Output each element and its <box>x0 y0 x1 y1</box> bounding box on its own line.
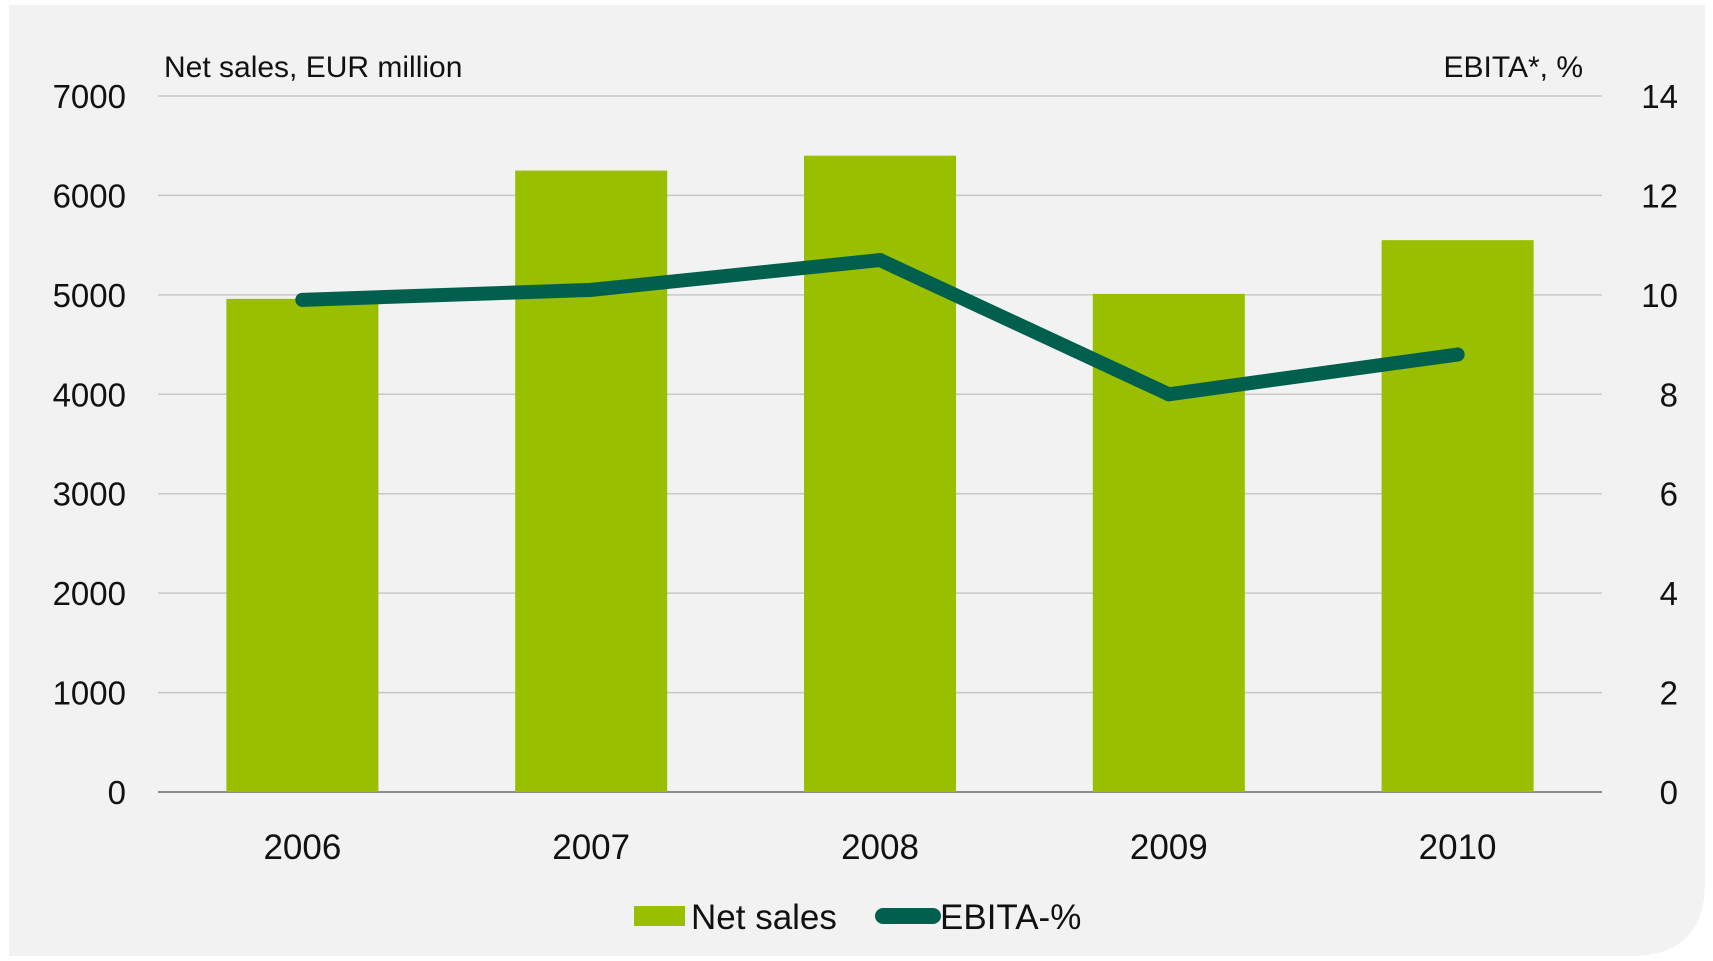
right-tick-label: 2 <box>1660 675 1678 712</box>
legend-ebita-label: EBITA-% <box>940 898 1081 937</box>
right-tick-label: 4 <box>1660 575 1678 612</box>
ebita-point-2010 <box>1450 347 1465 362</box>
ebita-point-2006 <box>295 292 310 307</box>
right-tick-label: 0 <box>1660 774 1678 811</box>
right-tick-label: 8 <box>1660 376 1678 413</box>
left-axis-title: Net sales, EUR million <box>164 51 462 84</box>
right-tick-label: 14 <box>1641 78 1678 115</box>
left-tick-label: 3000 <box>53 476 126 513</box>
left-tick-label: 7000 <box>53 78 126 115</box>
left-tick-label: 1000 <box>53 675 126 712</box>
left-tick-label: 5000 <box>53 277 126 314</box>
ebita-point-2009 <box>1161 387 1176 402</box>
legend-net-sales-label: Net sales <box>691 898 837 937</box>
x-tick-label: 2007 <box>552 828 630 867</box>
right-axis-ticks: 0 2 4 6 8 10 12 14 <box>1641 78 1678 811</box>
left-tick-label: 0 <box>108 774 126 811</box>
x-tick-label: 2008 <box>841 828 919 867</box>
right-tick-label: 6 <box>1660 476 1678 513</box>
right-tick-label: 12 <box>1641 177 1678 214</box>
bar-2007 <box>515 170 668 793</box>
x-tick-label: 2010 <box>1419 828 1497 867</box>
x-tick-label: 2006 <box>263 828 341 867</box>
bar-2008 <box>804 155 956 792</box>
bar-2010 <box>1381 240 1534 792</box>
right-tick-label: 10 <box>1641 277 1678 314</box>
legend-net-sales-swatch <box>634 906 685 926</box>
left-tick-label: 6000 <box>53 177 126 214</box>
bar-series <box>226 155 1534 793</box>
ebita-point-2008 <box>873 253 887 268</box>
left-axis-ticks: 0 1000 2000 3000 4000 5000 6000 7000 <box>53 78 126 811</box>
right-axis-title: EBITA*, % <box>1444 51 1583 84</box>
line-series <box>295 253 1465 402</box>
x-axis-ticks: 2006 2007 2008 2009 2010 <box>263 828 1496 867</box>
bar-2006 <box>226 298 379 792</box>
legend: Net sales EBITA-% <box>634 898 1081 937</box>
left-tick-label: 4000 <box>53 376 126 413</box>
left-tick-label: 2000 <box>53 575 126 612</box>
ebita-point-2007 <box>584 282 599 297</box>
x-tick-label: 2009 <box>1130 828 1208 867</box>
